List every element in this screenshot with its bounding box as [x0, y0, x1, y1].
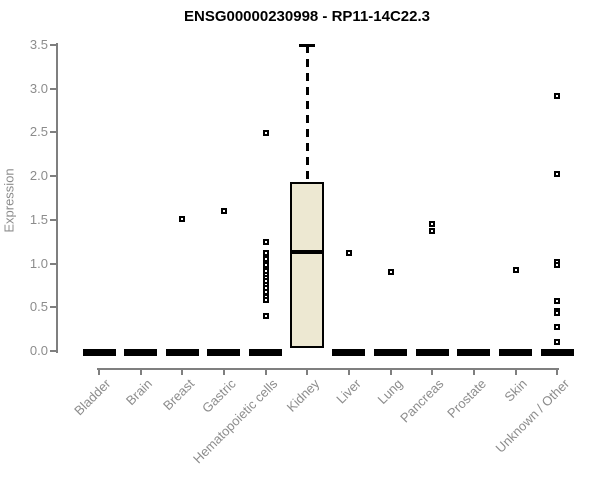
collapsed-box: [249, 349, 283, 356]
outlier-point: [179, 215, 186, 222]
x-axis-tick: [431, 368, 434, 375]
y-tick-label: 2.0: [29, 168, 48, 184]
collapsed-box: [165, 349, 199, 356]
x-category-label: Unknown / Other: [492, 376, 572, 456]
outlier-point: [262, 297, 269, 304]
outlier-point: [429, 228, 436, 235]
y-axis-tick: [50, 131, 57, 134]
median-line: [290, 250, 325, 255]
y-axis-tick: [50, 262, 57, 265]
collapsed-box: [124, 349, 158, 356]
outlier-point: [262, 238, 269, 245]
y-axis-tick: [50, 87, 57, 90]
collapsed-box: [207, 349, 241, 356]
x-category-label: Breast: [159, 376, 197, 414]
x-category-label: Pancreas: [397, 376, 447, 426]
x-category-label: Prostate: [443, 376, 489, 421]
collapsed-box: [82, 349, 116, 356]
y-axis-line: [56, 43, 58, 353]
x-category-label: Lung: [374, 376, 406, 408]
outlier-point: [554, 310, 561, 317]
box-body: [290, 182, 325, 349]
y-axis-tick: [50, 350, 57, 352]
x-axis-tick: [181, 368, 184, 375]
outlier-point: [554, 298, 561, 305]
outlier-point: [262, 130, 269, 137]
x-axis-tick: [389, 368, 392, 375]
y-tick-label: 3.5: [29, 36, 48, 52]
outlier-point: [554, 170, 561, 177]
collapsed-box: [499, 349, 533, 356]
x-category-label: Skin: [501, 376, 531, 405]
x-axis-tick: [347, 368, 350, 375]
outlier-point: [554, 323, 561, 330]
outlier-point: [554, 92, 561, 99]
y-axis-label: Expression: [1, 168, 17, 233]
x-axis-line: [97, 368, 559, 370]
y-tick-label: 3.0: [29, 80, 48, 96]
whisker-cap: [299, 43, 316, 47]
x-axis-tick: [556, 368, 559, 375]
collapsed-box: [540, 349, 574, 356]
collapsed-box: [374, 349, 408, 356]
y-axis-tick: [50, 218, 57, 221]
x-category-label: Gastric: [198, 376, 239, 416]
x-category-label: Bladder: [71, 376, 114, 419]
chart-title: ENSG00000230998 - RP11-14C22.3: [183, 8, 430, 25]
y-tick-label: 2.5: [29, 124, 48, 140]
outlier-point: [554, 339, 561, 346]
x-category-label: Liver: [333, 376, 364, 407]
x-axis-tick: [98, 368, 100, 375]
collapsed-box: [332, 349, 366, 356]
x-category-label: Brain: [123, 376, 156, 409]
y-tick-label: 1.0: [29, 255, 48, 271]
outlier-point: [387, 269, 394, 276]
whisker-line: [305, 44, 309, 183]
x-axis-tick: [306, 368, 309, 375]
y-tick-label: 0.0: [29, 343, 48, 358]
outlier-point: [220, 208, 227, 215]
y-axis-tick: [50, 43, 57, 46]
outlier-point: [429, 221, 436, 228]
outlier-point: [554, 262, 561, 269]
outlier-point: [512, 266, 519, 273]
outlier-point: [262, 288, 269, 295]
x-axis-tick: [264, 368, 267, 375]
y-axis-tick: [50, 306, 57, 309]
x-axis-tick: [514, 368, 517, 375]
outlier-point: [345, 250, 352, 257]
outlier-point: [262, 313, 269, 320]
y-axis-tick: [50, 175, 57, 178]
y-tick-label: 1.5: [29, 211, 48, 227]
x-axis-tick: [472, 368, 475, 375]
x-category-label: Kidney: [283, 376, 322, 415]
y-tick-label: 0.5: [29, 299, 48, 315]
collapsed-box: [415, 349, 449, 356]
x-axis-tick: [222, 368, 225, 375]
collapsed-box: [457, 349, 491, 356]
x-axis-tick: [139, 368, 142, 375]
